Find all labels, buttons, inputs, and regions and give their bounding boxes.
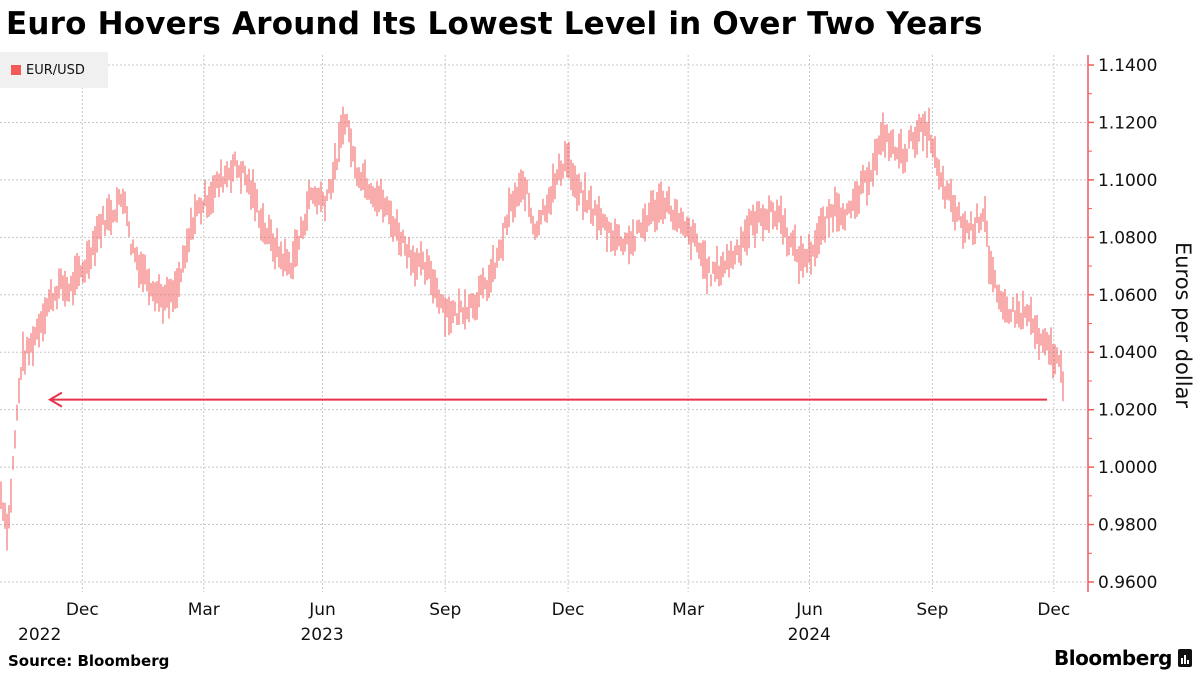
reference-arrow xyxy=(47,391,1048,408)
legend-swatch xyxy=(11,65,21,75)
x-tick-label: Jun xyxy=(795,600,823,620)
y-tick-label: 1.0000 xyxy=(1098,458,1157,478)
x-tick-label: Dec xyxy=(552,600,585,620)
y-tick-label: 1.0600 xyxy=(1098,286,1157,306)
arrow-left-icon xyxy=(47,391,63,408)
x-tick-label: Dec xyxy=(1037,600,1070,620)
y-tick-label: 1.1000 xyxy=(1098,171,1157,191)
chart-title: Euro Hovers Around Its Lowest Level in O… xyxy=(6,6,983,42)
price-bars xyxy=(0,106,1064,551)
y-tick-label: 0.9800 xyxy=(1098,516,1157,536)
y-tick-label: 1.0400 xyxy=(1098,343,1157,363)
x-tick-label: Jun xyxy=(308,600,336,620)
bloomberg-logo: Bloomberg xyxy=(1054,646,1192,670)
y-axis-label: Euros per dollar xyxy=(1171,241,1195,409)
legend: EUR/USD xyxy=(0,52,108,88)
x-year-label: 2022 xyxy=(18,625,61,645)
x-tick-label: Sep xyxy=(916,600,948,620)
y-tick-label: 0.9600 xyxy=(1098,573,1157,593)
y-axis: 1.1400 1.1200 1.1000 1.0800 1.0600 1.0400 1.02… xyxy=(1087,55,1157,593)
y-tick-label: 1.1400 xyxy=(1098,56,1157,76)
x-year-label: 2023 xyxy=(300,625,343,645)
x-tick-label: Dec xyxy=(66,600,99,620)
x-tick-label: Mar xyxy=(672,600,704,620)
x-tick-label: Mar xyxy=(188,600,220,620)
x-year-label: 2024 xyxy=(788,625,831,645)
brand-text: Bloomberg xyxy=(1054,646,1172,670)
source-note: Source: Bloomberg xyxy=(8,652,170,670)
y-tick-label: 1.0200 xyxy=(1098,401,1157,421)
gridlines xyxy=(0,55,1088,592)
x-tick-label: Sep xyxy=(429,600,461,620)
legend-label: EUR/USD xyxy=(26,62,85,78)
y-tick-label: 1.1200 xyxy=(1098,113,1157,133)
chart-logo-icon xyxy=(1178,649,1192,667)
y-tick-label: 1.0800 xyxy=(1098,228,1157,248)
